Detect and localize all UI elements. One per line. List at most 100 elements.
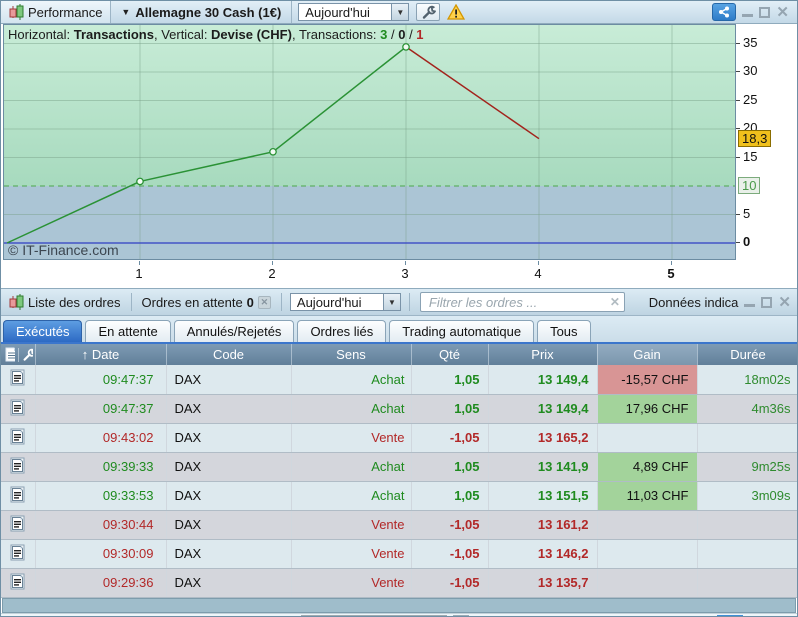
cell-gain — [597, 423, 698, 453]
order-doc-icon-cell[interactable] — [1, 481, 36, 511]
order-row[interactable]: 09:29:36 DAX Vente -1,05 13 135,7 — [1, 568, 797, 598]
order-doc-icon-cell[interactable] — [1, 568, 36, 598]
warning-indicator[interactable] — [441, 1, 471, 23]
settings-wrench-button[interactable] — [416, 3, 441, 21]
order-doc-icon-cell[interactable] — [1, 510, 36, 540]
tab-en-attente[interactable]: En attente — [85, 320, 171, 342]
data-point-marker[interactable] — [402, 43, 410, 51]
order-row[interactable]: 09:39:33 DAX Achat 1,05 13 141,9 4,89 CHF 9m25… — [1, 452, 797, 482]
column-header-code[interactable]: Code — [166, 342, 292, 365]
close-icon[interactable]: ✕ — [776, 3, 789, 21]
y-axis-tick: 25 — [736, 92, 797, 108]
tab-annul-s-rejet-s[interactable]: Annulés/Rejetés — [173, 320, 295, 342]
column-header-date[interactable]: ↑ Date — [35, 342, 167, 365]
data-point-marker[interactable] — [136, 177, 144, 186]
cell-date: 09:30:44 — [35, 510, 167, 540]
column-header-gain[interactable]: Gain — [597, 342, 698, 365]
orders-table: ↑ Date Code Sens Qté Prix Gain Durée 09:… — [1, 342, 797, 598]
order-doc-icon-cell[interactable] — [1, 423, 36, 453]
cell-qte: 1,05 — [411, 394, 489, 424]
column-header-duree[interactable]: Durée — [697, 342, 797, 365]
close-icon[interactable]: ✕ — [778, 293, 791, 311]
order-doc-icon-cell[interactable] — [1, 394, 36, 424]
wrench-icon — [422, 5, 436, 19]
order-row[interactable]: 09:43:02 DAX Vente -1,05 13 165,2 — [1, 423, 797, 453]
order-row[interactable]: 09:33:53 DAX Achat 1,05 13 151,5 11,03 CHF 3m0… — [1, 481, 797, 511]
orders-panel-title[interactable]: Liste des ordres — [1, 294, 129, 310]
neutral-count: 0 — [398, 27, 406, 42]
document-icon[interactable] — [10, 573, 25, 590]
side-panel-header: Données indica ✕ — [649, 295, 797, 310]
chevron-down-icon[interactable]: ▼ — [391, 4, 409, 20]
cell-code: DAX — [166, 510, 292, 540]
chart-plot-area[interactable]: Horizontal: Transactions, Vertical: Devi… — [3, 24, 736, 260]
clear-filter-icon[interactable]: ✕ — [609, 295, 620, 309]
document-icon[interactable] — [10, 428, 25, 445]
tab-performance-label: Performance — [28, 4, 103, 20]
cell-duree — [697, 539, 797, 569]
order-row[interactable]: 09:30:44 DAX Vente -1,05 13 161,2 — [1, 510, 797, 540]
chart-lower-zone — [4, 186, 735, 259]
column-header-qte[interactable]: Qté — [411, 342, 489, 365]
order-row[interactable]: 09:47:37 DAX Achat 1,05 13 149,4 -15,57 CHF 18… — [1, 365, 797, 395]
cell-qte: 1,05 — [411, 365, 489, 395]
performance-chart-panel: Horizontal: Transactions, Vertical: Devi… — [1, 24, 797, 261]
document-icon[interactable] — [10, 544, 25, 561]
cell-date: 09:43:02 — [35, 423, 167, 453]
tab-ordres-li-s[interactable]: Ordres liés — [297, 320, 387, 342]
filter-orders-input[interactable] — [419, 292, 625, 312]
cell-code: DAX — [166, 394, 292, 424]
instrument-dropdown[interactable]: ▼ Allemagne 30 Cash (1€) — [111, 1, 293, 23]
order-row[interactable]: 09:47:37 DAX Achat 1,05 13 149,4 17,96 CHF 4m3… — [1, 394, 797, 424]
document-icon[interactable] — [10, 399, 25, 416]
order-doc-icon-cell[interactable] — [1, 452, 36, 482]
maximize-icon[interactable] — [759, 6, 771, 18]
order-doc-icon-cell[interactable] — [1, 365, 36, 395]
chevron-down-icon[interactable]: ▼ — [382, 294, 400, 310]
column-header-sens[interactable]: Sens — [291, 342, 412, 365]
cell-date: 09:33:53 — [35, 481, 167, 511]
column-header-prix[interactable]: Prix — [488, 342, 598, 365]
tab-tous[interactable]: Tous — [537, 320, 591, 342]
x-axis-tickmark — [139, 261, 140, 265]
close-icon[interactable]: ✕ — [257, 295, 271, 309]
orders-period-select[interactable]: Aujourd'hui ▼ — [289, 293, 401, 311]
y-axis: 0 5 15 20 25 30 35 10 18,3 — [736, 24, 797, 260]
cell-qte: -1,05 — [411, 539, 489, 569]
tab-trading-automatique[interactable]: Trading automatique — [389, 320, 535, 342]
cell-date: 09:30:09 — [35, 539, 167, 569]
cell-prix: 13 146,2 — [488, 539, 598, 569]
x-axis-label: 4 — [534, 266, 542, 281]
minimize-icon[interactable] — [744, 298, 756, 307]
minimize-icon[interactable] — [742, 8, 754, 17]
cell-sens: Vente — [291, 539, 412, 569]
period-select[interactable]: Aujourd'hui ▼ — [298, 3, 410, 21]
candlestick-icon — [9, 4, 24, 20]
orders-period-value: Aujourd'hui — [296, 295, 362, 310]
document-icon[interactable] — [10, 457, 25, 474]
cell-date: 09:47:37 — [35, 394, 167, 424]
orders-titlebar: Liste des ordres Ordres en attente 0 ✕ A… — [1, 288, 797, 316]
wrench-icon[interactable] — [22, 348, 33, 362]
tab-performance[interactable]: Performance — [1, 1, 112, 23]
x-axis-label: 1 — [135, 266, 143, 281]
document-icon[interactable] — [10, 515, 25, 532]
cell-code: DAX — [166, 365, 292, 395]
order-doc-icon-cell[interactable] — [1, 539, 36, 569]
share-button[interactable] — [712, 3, 737, 21]
document-icon[interactable] — [10, 369, 25, 386]
data-point-marker[interactable] — [269, 147, 277, 156]
cell-duree — [697, 423, 797, 453]
filter-field-wrap: ✕ — [419, 292, 625, 312]
performance-line-chart — [4, 25, 735, 259]
cell-gain: -15,57 CHF — [597, 365, 698, 395]
equity-line-up — [6, 180, 141, 244]
document-icon[interactable] — [10, 486, 25, 503]
cell-prix: 13 149,4 — [488, 394, 598, 424]
maximize-icon[interactable] — [761, 296, 773, 308]
tab-ex-cut-s[interactable]: Exécutés — [3, 320, 83, 342]
cell-duree: 3m09s — [697, 481, 797, 511]
order-row[interactable]: 09:30:09 DAX Vente -1,05 13 146,2 — [1, 539, 797, 569]
document-icon[interactable] — [5, 347, 15, 362]
pending-orders[interactable]: Ordres en attente 0 ✕ — [134, 295, 279, 310]
